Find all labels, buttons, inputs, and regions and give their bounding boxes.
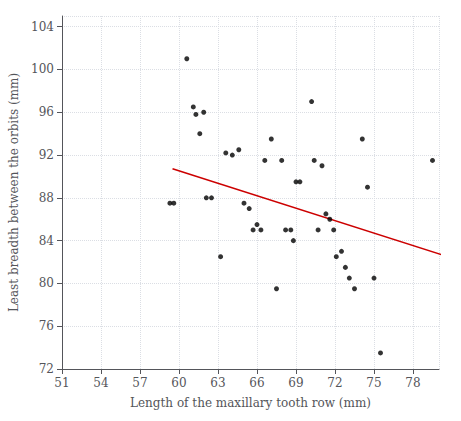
svg-text:57: 57: [132, 376, 147, 390]
svg-text:96: 96: [39, 105, 54, 119]
svg-text:75: 75: [366, 376, 381, 390]
svg-text:76: 76: [39, 319, 54, 333]
svg-text:Least breadth between the orbi: Least breadth between the orbits (mm): [7, 73, 21, 312]
svg-text:92: 92: [39, 148, 54, 162]
svg-text:84: 84: [39, 234, 55, 248]
svg-text:80: 80: [39, 276, 54, 290]
svg-text:78: 78: [405, 376, 420, 390]
svg-text:104: 104: [31, 20, 54, 34]
svg-text:51: 51: [54, 376, 69, 390]
svg-text:63: 63: [210, 376, 225, 390]
svg-text:Length of the maxillary tooth: Length of the maxillary tooth row (mm): [130, 396, 371, 410]
svg-text:60: 60: [171, 376, 186, 390]
svg-text:100: 100: [31, 62, 54, 76]
svg-text:66: 66: [249, 376, 264, 390]
svg-text:72: 72: [39, 362, 54, 376]
svg-text:69: 69: [288, 376, 303, 390]
svg-text:54: 54: [93, 376, 109, 390]
svg-text:88: 88: [39, 191, 54, 205]
svg-text:72: 72: [327, 376, 342, 390]
